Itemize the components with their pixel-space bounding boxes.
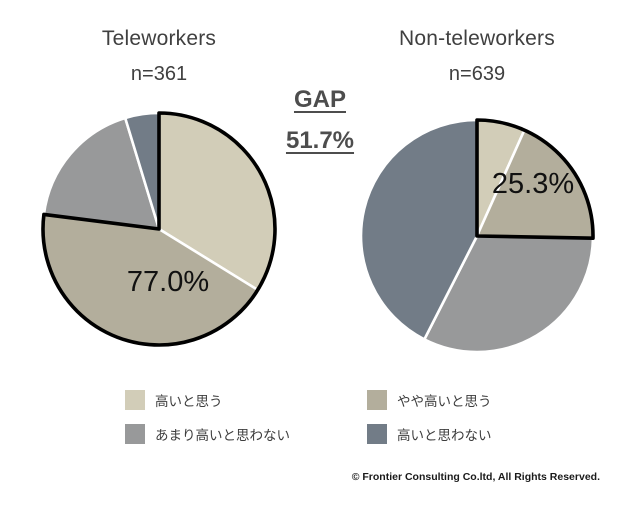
legend-swatch-takai-to-omowanai <box>367 424 387 444</box>
pie-chart-non-teleworkers <box>359 118 595 354</box>
legend-swatch-amari-takai-to-omowanai <box>125 424 145 444</box>
gap-value: 51.7% <box>285 127 355 154</box>
pie-slice <box>359 118 479 341</box>
legend-swatch-takai-to-omou <box>125 390 145 410</box>
legend-item-takai-to-omou: 高いと思う <box>125 390 223 410</box>
highlight-outline <box>475 118 595 240</box>
copyright-text: © Frontier Consulting Co.ltd, All Rights… <box>351 471 600 483</box>
gap-label: GAP <box>293 86 346 113</box>
legend-label: やや高いと思う <box>397 394 492 409</box>
data-label-non-teleworkers: 25.3% <box>491 168 575 200</box>
legend-label: あまり高いと思わない <box>155 428 290 443</box>
pie-slice <box>42 116 161 231</box>
chart-title-teleworkers: Teleworkers <box>101 27 217 50</box>
legend-swatch-yaya-takai-to-omou <box>367 390 387 410</box>
legend-item-amari-takai-to-omowanai: あまり高いと思わない <box>125 424 290 444</box>
pie-chart-teleworkers <box>41 111 277 347</box>
pie-slice <box>423 234 595 354</box>
legend-label: 高いと思わない <box>397 428 492 443</box>
gap-annotation: GAP 51.7% <box>263 86 377 155</box>
sample-size-teleworkers: n=361 <box>130 63 188 85</box>
legend-label: 高いと思う <box>155 394 223 409</box>
legend-item-yaya-takai-to-omou: やや高いと思う <box>367 390 492 410</box>
highlight-outline <box>41 111 277 347</box>
sample-size-non-teleworkers: n=639 <box>448 63 506 85</box>
legend-item-takai-to-omowanai: 高いと思わない <box>367 424 492 444</box>
data-label-teleworkers: 77.0% <box>126 266 210 298</box>
chart-title-non-teleworkers: Non-teleworkers <box>399 27 555 50</box>
